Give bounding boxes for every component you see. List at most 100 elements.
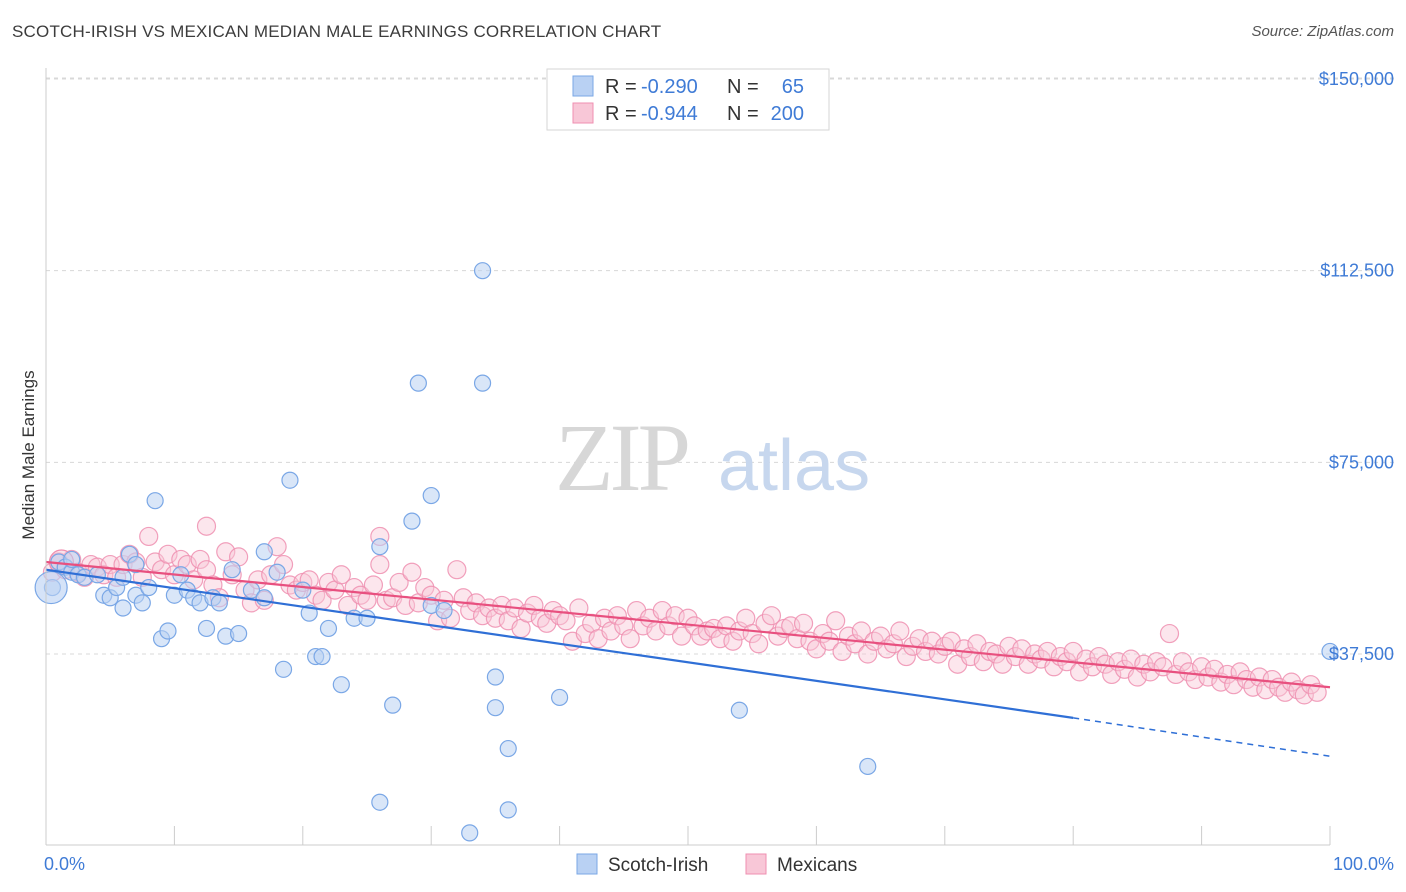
- bottom-legend-swatch-mexicans: [745, 853, 767, 875]
- scotch-irish-point: [319, 619, 338, 638]
- mexicans-point: [768, 626, 788, 646]
- scotch-irish-point: [88, 566, 106, 584]
- mexicans-point: [1230, 662, 1250, 682]
- scotch-irish-point: [409, 374, 427, 392]
- mexicans-point: [363, 575, 384, 595]
- mexicans-point: [678, 608, 698, 628]
- legend-swatch-scotch-irish: [572, 75, 594, 97]
- y-axis-title: Median Male Earnings: [19, 370, 38, 539]
- mexicans-point: [575, 623, 595, 644]
- mexicans-point: [389, 572, 409, 593]
- scotch-irish-point: [358, 609, 376, 627]
- mexicans-point: [954, 639, 974, 659]
- mexicans-point: [370, 554, 390, 575]
- bottom-legend: Scotch-Irish Mexicans: [576, 853, 857, 876]
- legend-box: [546, 68, 830, 131]
- bottom-legend-scotch-irish: Scotch-Irish: [608, 855, 708, 876]
- scotch-irish-point: [550, 688, 569, 707]
- scotch-irish-point: [255, 543, 273, 561]
- mexicans-point: [793, 613, 814, 633]
- mexicans-point: [749, 634, 769, 654]
- x-tick-label-min: 0.0%: [44, 854, 85, 874]
- watermark: ZIP atlas: [555, 404, 870, 511]
- mexicans-point: [819, 631, 839, 651]
- mexicans-point: [723, 631, 743, 651]
- legend-r-label-1: R =: [605, 76, 637, 98]
- scotch-irish-point: [461, 824, 479, 842]
- bottom-legend-mexicans: Mexicans: [777, 855, 857, 876]
- legend-n-value-2: 200: [771, 103, 804, 125]
- scotch-irish-point: [384, 696, 402, 714]
- mexicans-point: [460, 600, 480, 621]
- legend-r-label-2: R =: [605, 103, 637, 125]
- scotch-irish-point: [332, 676, 350, 694]
- scotch-irish-cluster-point: [34, 570, 68, 605]
- scotch-irish-point: [223, 561, 241, 579]
- y-tick-label: $37,500: [1329, 644, 1394, 664]
- mexicans-trend-line: [45, 560, 1331, 689]
- legend-r-value-2: -0.944: [641, 103, 698, 125]
- mexicans-point: [196, 516, 217, 536]
- legend: R = -0.290 N = 65 R = -0.944 N = 200: [546, 68, 830, 131]
- mexicans-point: [158, 544, 178, 564]
- scotch-irish-point: [499, 801, 517, 819]
- mexicans-point: [447, 560, 467, 580]
- mexicans-point: [1159, 623, 1180, 644]
- scotch-irish-point: [127, 555, 145, 574]
- scotch-irish-point: [313, 647, 331, 666]
- scotch-irish-point: [159, 622, 177, 640]
- mexicans-point: [1262, 669, 1282, 690]
- scotch-irish-point: [281, 471, 299, 489]
- scotch-irish-point: [1321, 642, 1339, 661]
- bottom-legend-swatch-scotch-irish: [576, 853, 598, 875]
- scotch-irish-point: [859, 757, 877, 776]
- scotch-irish-point: [371, 793, 389, 811]
- mexicans-point: [350, 585, 371, 605]
- scotch-irish-point: [294, 581, 312, 599]
- scotch-irish-point: [140, 578, 158, 597]
- grid-layer: [46, 77, 1394, 655]
- y-tick-label: $150,000: [1319, 69, 1394, 89]
- legend-r-value-1: -0.290: [641, 76, 698, 98]
- mexicans-point: [742, 623, 762, 644]
- scotch-irish-point: [197, 619, 216, 638]
- mexicans-point: [1172, 652, 1192, 672]
- legend-n-label-1: N =: [727, 76, 759, 98]
- scotch-irish-point: [435, 601, 453, 620]
- mexicans-point: [415, 577, 435, 598]
- watermark-zip: ZIP: [555, 404, 688, 511]
- scotch-irish-trend-extension: [1073, 717, 1331, 757]
- scotch-irish-point: [114, 599, 132, 617]
- chart-title: SCOTCH-IRISH VS MEXICAN MEDIAN MALE EARN…: [12, 22, 662, 41]
- mexicans-point: [620, 629, 640, 649]
- mexicans-point: [1140, 662, 1160, 682]
- scotch-irish-point: [133, 594, 151, 612]
- scotch-irish-point: [730, 701, 748, 719]
- legend-swatch-mexicans: [572, 102, 594, 124]
- x-tick-label-max: 100.0%: [1333, 854, 1394, 874]
- scotch-irish-point: [403, 512, 421, 530]
- mexicans-point: [826, 611, 846, 631]
- mexicans-point: [851, 621, 871, 641]
- scotch-irish-point: [210, 594, 228, 612]
- y-tick-label: $112,500: [1320, 261, 1394, 281]
- mexicans-point: [896, 646, 916, 667]
- scotch-irish-point: [255, 589, 273, 607]
- mexicans-point: [890, 621, 910, 641]
- scotch-irish-point: [371, 538, 389, 556]
- scotch-irish-point: [422, 486, 440, 505]
- mexicans-point: [139, 526, 159, 547]
- axis-layer: $37,500 $75,000 $112,500 $150,000: [45, 68, 1394, 846]
- scotch-irish-point: [473, 374, 492, 392]
- watermark-atlas: atlas: [718, 426, 870, 506]
- mexicans-points: [42, 516, 1327, 705]
- mexicans-point: [761, 606, 782, 626]
- scotch-irish-point: [473, 262, 492, 280]
- mexicans-point: [216, 542, 236, 562]
- scotch-irish-point: [114, 568, 132, 586]
- legend-n-label-2: N =: [727, 103, 759, 125]
- trend-lines: [45, 560, 1331, 757]
- chart-source: Source: ZipAtlas.com: [1251, 23, 1394, 40]
- scotch-irish-point: [268, 563, 286, 581]
